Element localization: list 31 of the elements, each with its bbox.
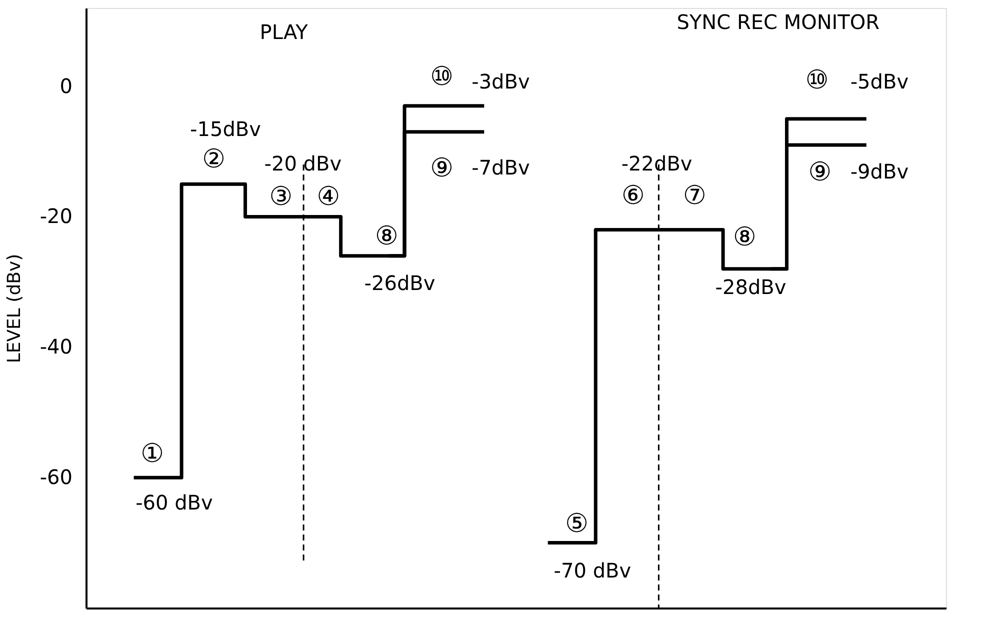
annotation: ⑧ — [375, 221, 398, 252]
annotation: ① — [140, 439, 164, 470]
y-tick-label: 0 — [60, 74, 72, 98]
annotation: ⑩ — [805, 65, 829, 96]
annotation: ④ — [316, 182, 340, 212]
annotation: -20 dBv — [264, 152, 342, 176]
annotation: ⑥ — [622, 180, 645, 211]
y-axis-title: LEVEL (dBv) — [4, 254, 25, 364]
annotation: ⑨ — [808, 157, 832, 188]
annotation: -9dBv — [850, 159, 909, 184]
y-tick-label: -40 — [40, 334, 72, 359]
annotation: ⑧ — [733, 222, 756, 253]
y-tick-label: -60 — [40, 465, 72, 490]
annotation: ③ — [269, 182, 293, 212]
annotation: -28dBv — [715, 274, 786, 299]
annotation: ⑩ — [430, 62, 454, 92]
annotation: -60 dBv — [136, 490, 214, 515]
annotation: -26dBv — [364, 270, 436, 295]
annotation: SYNC REC MONITOR — [676, 10, 880, 34]
annotation: ⑤ — [565, 508, 588, 539]
annotation: ② — [202, 144, 226, 174]
annotation: -7dBv — [472, 155, 530, 180]
annotation: -5dBv — [850, 69, 909, 94]
annotation: -3dBv — [472, 69, 530, 94]
annotation: -15dBv — [190, 116, 262, 141]
annotation: ⑦ — [683, 180, 706, 211]
annotation: PLAY — [260, 20, 309, 44]
annotation: -70 dBv — [554, 558, 632, 582]
y-tick-label: -20 — [40, 204, 72, 228]
annotation: -22dBv — [621, 152, 692, 176]
annotation: ⑨ — [430, 153, 454, 184]
